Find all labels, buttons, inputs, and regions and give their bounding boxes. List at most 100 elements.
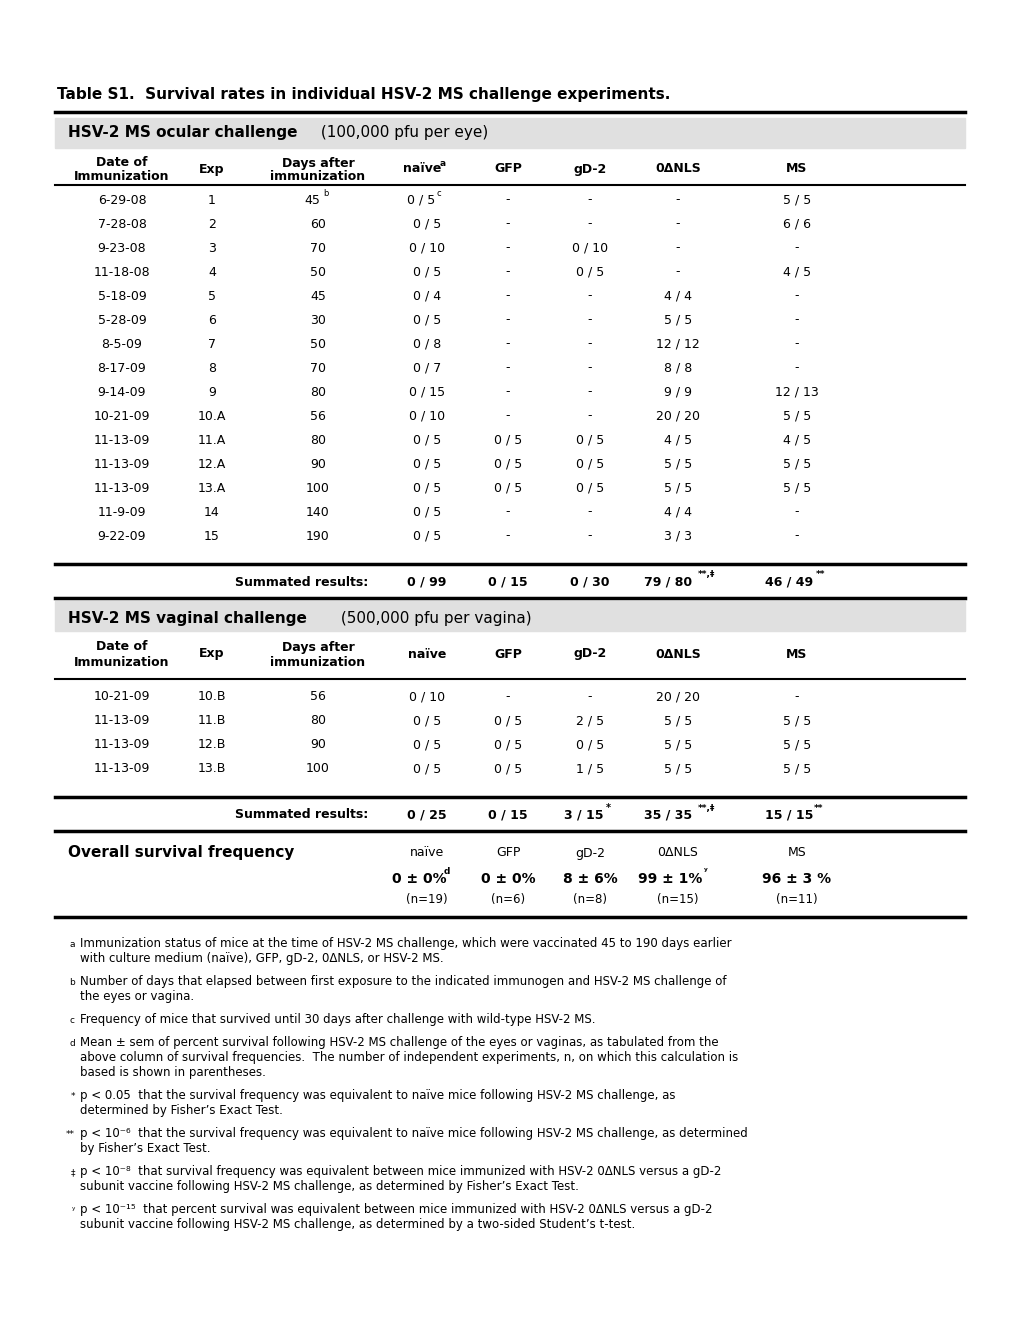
Text: **: ** xyxy=(66,1130,75,1139)
Text: d: d xyxy=(69,1039,75,1048)
Text: -: - xyxy=(587,338,592,351)
Text: (100,000 pfu per eye): (100,000 pfu per eye) xyxy=(316,125,488,140)
Text: 9-23-08: 9-23-08 xyxy=(98,242,146,255)
Text: 3 / 3: 3 / 3 xyxy=(663,529,691,543)
Text: 5 / 5: 5 / 5 xyxy=(783,409,810,422)
Text: 5 / 5: 5 / 5 xyxy=(663,482,692,495)
Text: 11-13-09: 11-13-09 xyxy=(94,738,150,751)
Text: -: - xyxy=(505,690,510,704)
Text: 10.A: 10.A xyxy=(198,409,226,422)
Text: 50: 50 xyxy=(310,265,326,279)
Text: 56: 56 xyxy=(310,409,326,422)
Text: 5 / 5: 5 / 5 xyxy=(783,482,810,495)
Text: 11-18-08: 11-18-08 xyxy=(94,265,150,279)
Text: 0 / 8: 0 / 8 xyxy=(413,338,440,351)
Text: 0 / 5: 0 / 5 xyxy=(413,714,440,727)
Text: 20 / 20: 20 / 20 xyxy=(655,690,699,704)
Text: 100: 100 xyxy=(306,482,329,495)
Text: Summated results:: Summated results: xyxy=(234,576,368,589)
Text: naïve: naïve xyxy=(403,162,441,176)
Text: 9 / 9: 9 / 9 xyxy=(663,385,691,399)
Text: 0 / 10: 0 / 10 xyxy=(572,242,607,255)
Text: 8-5-09: 8-5-09 xyxy=(102,338,143,351)
Text: 0 / 4: 0 / 4 xyxy=(413,289,440,302)
Text: 4: 4 xyxy=(208,265,216,279)
Text: -: - xyxy=(505,409,510,422)
Text: gD-2: gD-2 xyxy=(573,162,606,176)
Text: Days after: Days after xyxy=(281,640,354,653)
Text: -: - xyxy=(587,362,592,375)
Text: 5 / 5: 5 / 5 xyxy=(663,714,692,727)
Text: Immunization status of mice at the time of HSV-2 MS challenge, which were vaccin: Immunization status of mice at the time … xyxy=(79,937,731,950)
Text: GFP: GFP xyxy=(495,846,520,859)
Text: -: - xyxy=(505,242,510,255)
Text: 0 / 10: 0 / 10 xyxy=(409,409,444,422)
Text: 0ΔNLS: 0ΔNLS xyxy=(654,162,700,176)
Bar xyxy=(55,601,964,631)
Text: -: - xyxy=(505,314,510,326)
Text: 11.B: 11.B xyxy=(198,714,226,727)
Text: GFP: GFP xyxy=(493,648,522,660)
Text: naïve: naïve xyxy=(410,846,443,859)
Text: -: - xyxy=(794,506,799,519)
Text: 20 / 20: 20 / 20 xyxy=(655,409,699,422)
Text: 5 / 5: 5 / 5 xyxy=(783,714,810,727)
Text: -: - xyxy=(505,265,510,279)
Text: 3: 3 xyxy=(208,242,216,255)
Text: 0 / 10: 0 / 10 xyxy=(409,690,444,704)
Text: Frequency of mice that survived until 30 days after challenge with wild-type HSV: Frequency of mice that survived until 30… xyxy=(79,1012,595,1026)
Text: **: ** xyxy=(813,804,823,813)
Text: 7: 7 xyxy=(208,338,216,351)
Text: Exp: Exp xyxy=(199,162,224,176)
Text: 0 / 5: 0 / 5 xyxy=(413,763,440,776)
Text: 0ΔNLS: 0ΔNLS xyxy=(657,846,698,859)
Text: 50: 50 xyxy=(310,338,326,351)
Text: the eyes or vagina.: the eyes or vagina. xyxy=(79,990,194,1003)
Text: 0 / 10: 0 / 10 xyxy=(409,242,444,255)
Text: 0 / 15: 0 / 15 xyxy=(409,385,444,399)
Text: 0 / 5: 0 / 5 xyxy=(576,482,603,495)
Text: 11-13-09: 11-13-09 xyxy=(94,458,150,470)
Text: 10.B: 10.B xyxy=(198,690,226,704)
Text: -: - xyxy=(794,338,799,351)
Text: 13.A: 13.A xyxy=(198,482,226,495)
Text: 90: 90 xyxy=(310,738,326,751)
Text: 5 / 5: 5 / 5 xyxy=(663,314,692,326)
Text: Date of: Date of xyxy=(96,157,148,169)
Text: (n=15): (n=15) xyxy=(656,892,698,906)
Text: 0 / 5: 0 / 5 xyxy=(407,194,435,206)
Text: 99 ± 1%: 99 ± 1% xyxy=(637,873,701,886)
Text: (n=19): (n=19) xyxy=(406,892,447,906)
Text: 6-29-08: 6-29-08 xyxy=(98,194,146,206)
Text: p < 10⁻⁶  that the survival frequency was equivalent to naïve mice following HSV: p < 10⁻⁶ that the survival frequency was… xyxy=(79,1127,747,1140)
Text: 0 / 5: 0 / 5 xyxy=(413,458,440,470)
Text: 5 / 5: 5 / 5 xyxy=(783,738,810,751)
Text: (n=8): (n=8) xyxy=(573,892,606,906)
Text: 5 / 5: 5 / 5 xyxy=(783,458,810,470)
Text: Date of: Date of xyxy=(96,640,148,653)
Text: MS: MS xyxy=(786,648,807,660)
Text: MS: MS xyxy=(786,162,807,176)
Text: 7-28-08: 7-28-08 xyxy=(98,218,147,231)
Text: 11-9-09: 11-9-09 xyxy=(98,506,146,519)
Text: ʸ: ʸ xyxy=(703,866,707,875)
Text: 4 / 5: 4 / 5 xyxy=(663,433,691,446)
Text: 0 / 30: 0 / 30 xyxy=(570,576,609,589)
Text: 0 / 5: 0 / 5 xyxy=(413,265,440,279)
Text: by Fisher’s Exact Test.: by Fisher’s Exact Test. xyxy=(79,1142,210,1155)
Text: determined by Fisher’s Exact Test.: determined by Fisher’s Exact Test. xyxy=(79,1104,282,1117)
Text: -: - xyxy=(505,338,510,351)
Text: -: - xyxy=(505,289,510,302)
Text: GFP: GFP xyxy=(493,162,522,176)
Text: naïve: naïve xyxy=(408,648,445,660)
Text: 8 / 8: 8 / 8 xyxy=(663,362,692,375)
Text: 0 / 99: 0 / 99 xyxy=(407,576,446,589)
Text: 2: 2 xyxy=(208,218,216,231)
Text: 0 / 5: 0 / 5 xyxy=(493,738,522,751)
Text: 8 ± 6%: 8 ± 6% xyxy=(562,873,616,886)
Text: Overall survival frequency: Overall survival frequency xyxy=(68,846,294,861)
Text: 0 / 5: 0 / 5 xyxy=(413,738,440,751)
Text: (n=11): (n=11) xyxy=(775,892,817,906)
Text: 14: 14 xyxy=(204,506,220,519)
Text: 0 / 5: 0 / 5 xyxy=(576,458,603,470)
